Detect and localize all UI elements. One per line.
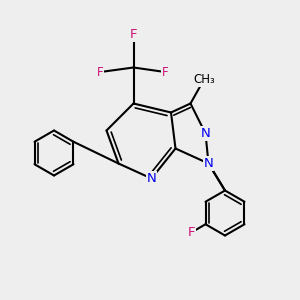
Text: F: F [188,226,195,239]
Text: F: F [130,28,137,41]
Text: N: N [201,127,210,140]
Text: F: F [162,65,168,79]
Text: CH₃: CH₃ [193,73,215,86]
Text: F: F [97,65,104,79]
Text: N: N [147,172,156,185]
Text: N: N [204,157,213,170]
